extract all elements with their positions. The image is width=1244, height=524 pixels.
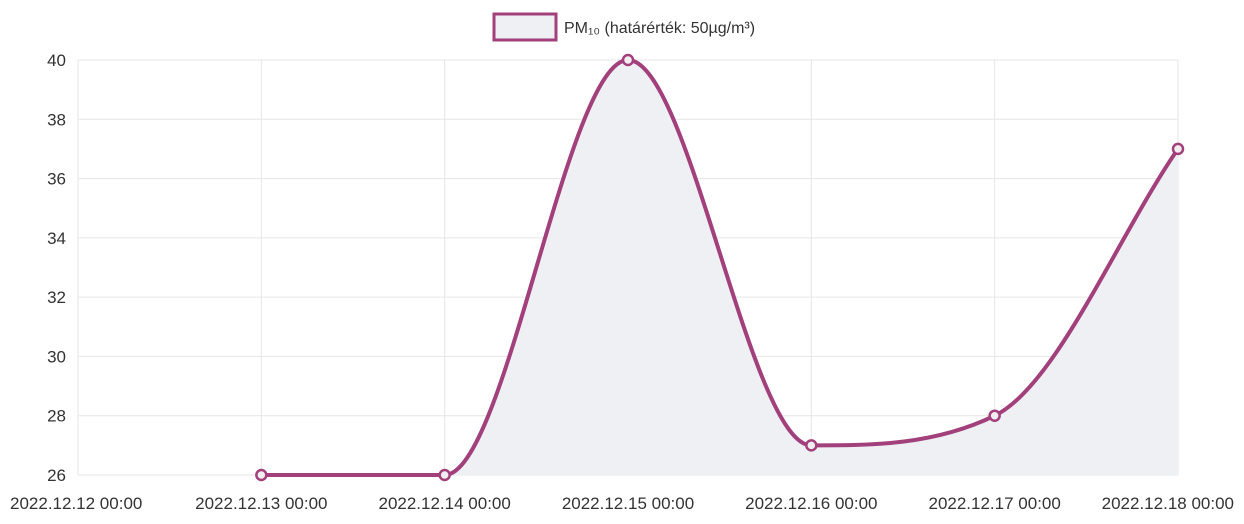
y-tick-label: 40 (47, 51, 66, 70)
data-point[interactable] (1171, 142, 1185, 156)
legend-swatch[interactable] (492, 12, 558, 42)
area-fill (261, 60, 1178, 475)
legend-label[interactable]: PM₁₀ (határérték: 50µg/m³) (564, 20, 755, 37)
data-point[interactable] (621, 53, 635, 67)
x-tick-label: 2022.12.12 00:00 (10, 494, 142, 513)
y-tick-label: 34 (47, 229, 66, 248)
x-tick-label: 2022.12.15 00:00 (562, 494, 694, 513)
y-tick-label: 38 (47, 110, 66, 129)
x-tick-label: 2022.12.14 00:00 (378, 494, 510, 513)
data-point[interactable] (988, 409, 1001, 422)
data-point[interactable] (438, 468, 451, 482)
data-point[interactable] (255, 468, 268, 482)
data-points (255, 53, 1185, 482)
x-tick-label: 2022.12.18 00:00 (1102, 494, 1234, 513)
y-tick-label: 26 (47, 466, 66, 485)
y-tick-label: 32 (47, 288, 66, 307)
x-tick-label: 2022.12.17 00:00 (928, 494, 1060, 513)
x-tick-label: 2022.12.13 00:00 (195, 494, 327, 513)
y-tick-label: 36 (47, 170, 66, 189)
y-tick-label: 28 (47, 407, 66, 426)
y-tick-label: 30 (47, 347, 66, 366)
y-axis-ticks: 26 28 30 32 34 36 38 40 (47, 51, 66, 485)
series-area (261, 60, 1178, 475)
data-point[interactable] (805, 439, 818, 452)
x-tick-label: 2022.12.16 00:00 (745, 494, 877, 513)
x-axis-ticks: 2022.12.12 00:00 2022.12.13 00:00 2022.12.… (10, 494, 1234, 513)
legend[interactable]: PM₁₀ (határérték: 50µg/m³) (492, 12, 755, 42)
